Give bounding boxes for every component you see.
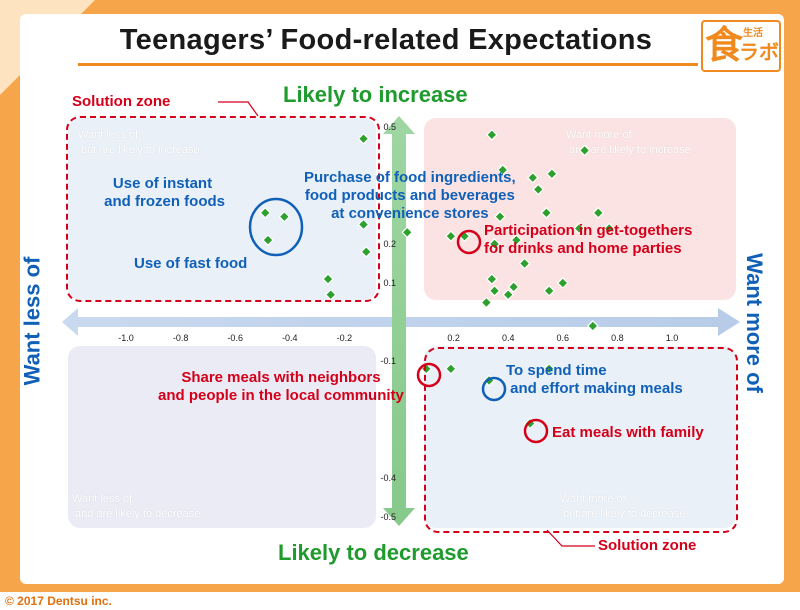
data-point xyxy=(488,238,501,250)
solution-zone-bottom-outline xyxy=(424,347,738,533)
data-point xyxy=(573,222,586,235)
data-point xyxy=(324,288,337,301)
x-tick-label: -0.8 xyxy=(173,333,189,343)
axis-label-want-more: Want more of xyxy=(741,253,767,393)
data-point xyxy=(401,226,414,239)
data-point xyxy=(543,284,555,297)
logo-kana: ラボ xyxy=(739,40,779,64)
quadrant-label-bottom-left: Want less of, and are likely to decrease xyxy=(72,493,201,520)
data-point xyxy=(485,273,498,285)
solution-zone-bottom-label: Solution zone xyxy=(598,537,697,554)
data-point xyxy=(510,234,523,246)
x-tick-label: -0.4 xyxy=(282,333,298,343)
data-point xyxy=(496,164,509,176)
quadrant-label-top-right: Want more of, and are likely to increase xyxy=(566,129,691,156)
data-point xyxy=(586,320,599,332)
annotation-share-meals-neighbors: Share meals with neighbors and people in… xyxy=(158,369,404,404)
data-point xyxy=(360,245,373,258)
solution-zone-top-outline xyxy=(66,116,380,302)
zone-bottom-left xyxy=(68,346,376,528)
zone-bottom-right xyxy=(424,346,736,528)
data-point xyxy=(507,281,520,293)
data-point xyxy=(526,171,539,184)
x-tick-label: 0.8 xyxy=(611,333,624,343)
data-point xyxy=(262,234,274,246)
data-point xyxy=(445,230,457,243)
copyright: © 2017 Dentsu inc. xyxy=(5,594,112,608)
data-point xyxy=(556,277,569,289)
quadrant-label-top-left: Want less of, but are likely to increase xyxy=(78,129,200,156)
solution-zone-bottom-leader xyxy=(546,529,595,547)
data-point xyxy=(445,362,457,375)
title-underline xyxy=(78,63,698,66)
y-tick-label: 0.1 xyxy=(383,278,396,288)
x-tick-label: -0.2 xyxy=(337,333,353,343)
y-tick-label: 0.5 xyxy=(383,122,396,132)
x-tick-label: 0.2 xyxy=(447,333,460,343)
y-tick-label: 0.2 xyxy=(383,239,396,249)
data-point xyxy=(502,288,515,301)
x-tick-label: 0.4 xyxy=(502,333,515,343)
axis-label-want-less: Want less of xyxy=(19,256,45,386)
solution-zone-top-label: Solution zone xyxy=(72,93,171,110)
x-tick-label: -0.6 xyxy=(227,333,243,343)
solution-zone-top-leader xyxy=(218,101,259,117)
axis-label-likely-decrease: Likely to decrease xyxy=(278,540,469,565)
data-point xyxy=(603,222,616,235)
x-tick-label: -1.0 xyxy=(118,333,134,343)
annotation-eat-with-family: Eat meals with family xyxy=(552,424,704,441)
page-title: Teenagers’ Food-related Expectations xyxy=(119,23,653,56)
data-point xyxy=(546,167,558,180)
annotation-fast-food: Use of fast food xyxy=(134,255,248,272)
data-point xyxy=(488,284,501,297)
highlight-circle-neighbors xyxy=(416,362,442,388)
data-point xyxy=(278,210,291,223)
seikatsu-labo-logo: 食 生活 ラボ xyxy=(701,20,781,72)
data-point xyxy=(259,206,272,219)
quadrant-label-bottom-right: Want more of, but are likely to decrease xyxy=(560,493,686,520)
annotation-instant-frozen: Use of instant and frozen foods xyxy=(104,175,225,210)
highlight-circle-instant-fastfood xyxy=(248,197,304,257)
logo-kanji: 食 xyxy=(705,23,744,67)
zone-top-left xyxy=(68,118,376,300)
annotation-spend-time: To spend time and effort making meals xyxy=(506,362,683,397)
data-point xyxy=(578,144,591,157)
zone-top-right xyxy=(424,118,736,300)
data-point xyxy=(532,183,545,196)
y-tick-label: -0.4 xyxy=(380,473,396,483)
data-point xyxy=(592,206,605,219)
data-point xyxy=(322,273,334,285)
y-tick-label: -0.1 xyxy=(380,356,396,366)
data-point xyxy=(485,128,498,141)
data-point xyxy=(494,210,506,223)
logo-small-text: 生活 xyxy=(743,28,763,39)
data-point xyxy=(357,218,370,231)
y-tick-label: -0.5 xyxy=(380,512,396,522)
highlight-circle-family xyxy=(523,418,549,444)
data-point xyxy=(518,257,531,270)
x-tick-label: 0.6 xyxy=(557,333,570,343)
data-point xyxy=(480,296,493,309)
x-tick-label: 1.0 xyxy=(666,333,679,343)
highlight-circle-spend-time xyxy=(481,376,507,402)
data-point xyxy=(543,362,555,375)
annotation-convenience-stores: Purchase of food ingredients, food produ… xyxy=(304,169,516,222)
highlight-circle-gettogether xyxy=(456,229,482,255)
data-point xyxy=(540,206,553,219)
axis-label-likely-increase: Likely to increase xyxy=(283,82,468,107)
annotation-get-togethers: Participation in get-togethers for drink… xyxy=(484,222,693,257)
data-point xyxy=(357,132,370,145)
y-axis-arrow xyxy=(383,116,415,526)
